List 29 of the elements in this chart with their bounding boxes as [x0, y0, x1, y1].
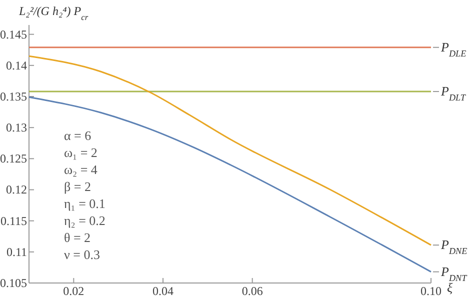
y-tick-label: 0.12 — [6, 182, 27, 197]
y-tick-label: 0.135 — [0, 89, 27, 104]
annotation: ω₂ = 4 — [64, 162, 98, 177]
x-tick-label: 0.02 — [63, 284, 84, 296]
y-tick-label: 0.115 — [0, 214, 27, 228]
x-tick-label: 0.04 — [152, 284, 174, 296]
y-axis-title: L₂²/(G h₂⁴) P$_{cr}$ — [18, 4, 89, 22]
series-label: P$_{DLE}$ — [440, 39, 467, 58]
annotation: ν = 0.3 — [64, 247, 100, 262]
y-tick-label: 0.11 — [6, 244, 27, 259]
annotation: β = 2 — [64, 179, 91, 194]
series-label: P$_{DLT}$ — [440, 84, 466, 103]
annotation: ω₁ = 2 — [64, 145, 98, 160]
annotation: η₁ = 0.1 — [64, 196, 106, 211]
y-tick-label: 0.145 — [0, 27, 27, 42]
series-label: P$_{DNT}$ — [440, 264, 468, 283]
annotation: θ = 2 — [64, 230, 91, 245]
y-tick-label: 0.14 — [6, 58, 27, 72]
annotation: α = 6 — [64, 128, 92, 143]
y-tick-label: 0.125 — [0, 152, 27, 166]
x-axis-title: ξ — [447, 280, 453, 295]
line-series — [28, 96, 432, 273]
annotation: η₂ = 0.2 — [64, 213, 106, 228]
x-tick-label: 0.06 — [242, 284, 263, 296]
series-label: P$_{DNE}$ — [440, 237, 468, 256]
y-tick-label: 0.105 — [0, 276, 27, 290]
x-tick-label: 0.10 — [420, 284, 442, 296]
line-series — [28, 55, 432, 246]
y-tick-label: 0.13 — [6, 120, 27, 135]
